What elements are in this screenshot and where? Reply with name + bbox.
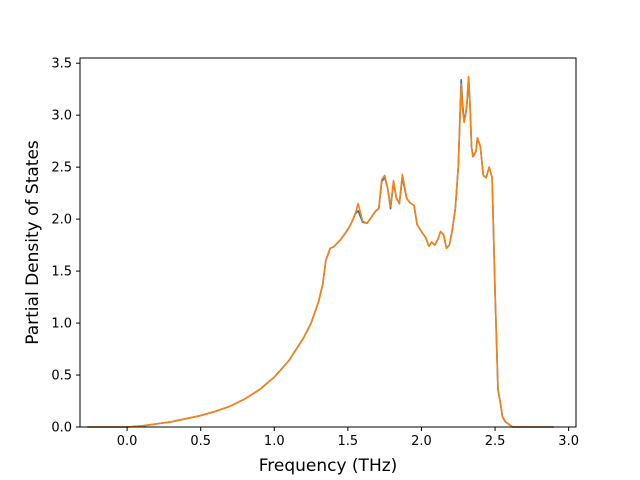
y-tick-label: 3.0 [51, 109, 72, 124]
plot-frame [79, 57, 577, 428]
x-tick-label: 3.0 [558, 434, 579, 449]
x-axis: 0.0 0.5 1.0 1.5 2.0 2.5 3.0 [117, 427, 579, 449]
x-tick-label: 0.5 [190, 434, 211, 449]
x-tick-label: 2.0 [411, 434, 432, 449]
y-tick-label: 2.0 [51, 213, 72, 228]
y-tick-label: 0.5 [51, 369, 72, 384]
x-tick-label: 0.0 [117, 434, 138, 449]
y-tick-label: 1.5 [51, 265, 72, 280]
y-axis: 0.0 0.5 1.0 1.5 2.0 2.5 3.0 3.5 [51, 57, 80, 436]
y-tick-label: 3.5 [51, 57, 72, 72]
y-tick-label: 0.0 [51, 421, 72, 436]
y-axis-title: Partial Density of States [23, 140, 43, 345]
x-tick-label: 1.5 [338, 434, 359, 449]
x-tick-label: 2.5 [485, 434, 506, 449]
y-tick-label: 1.0 [51, 317, 72, 332]
series-line-2 [87, 75, 554, 428]
x-axis-title: Frequency (THz) [259, 456, 398, 476]
x-tick-label: 1.0 [264, 434, 285, 449]
series-layer [87, 75, 554, 428]
y-tick-label: 2.5 [51, 161, 72, 176]
